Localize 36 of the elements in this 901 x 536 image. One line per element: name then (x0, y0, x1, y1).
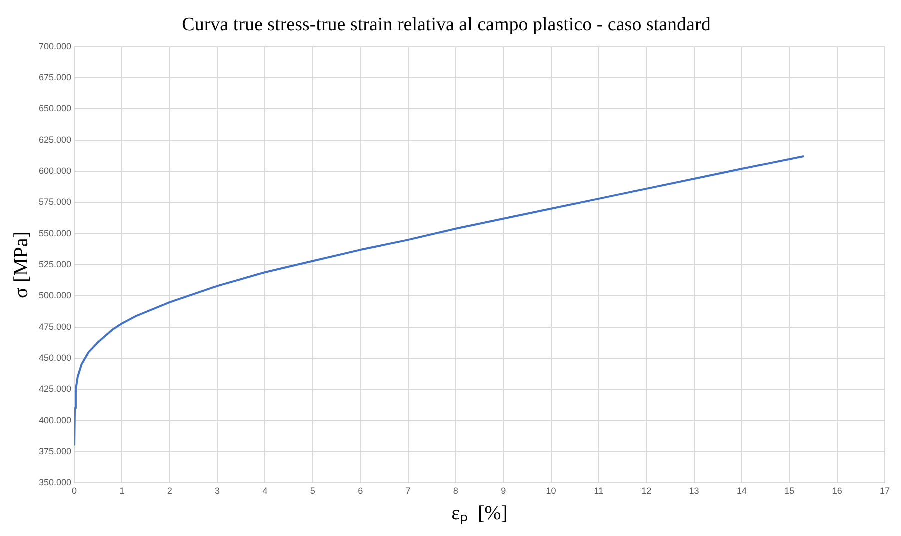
x-tick-label: 5 (310, 486, 316, 496)
y-tick-label: 600.000 (38, 166, 72, 176)
x-tick-label: 16 (832, 486, 842, 496)
x-tick-label: 1 (120, 486, 125, 496)
x-tick-label: 14 (736, 486, 747, 496)
y-tick-label: 675.000 (38, 72, 72, 82)
y-tick-label: 575.000 (38, 197, 72, 208)
x-axis-title: εₚ [%] (452, 502, 508, 524)
y-tick-label: 625.000 (38, 134, 72, 145)
y-tick-label: 500.000 (38, 290, 72, 301)
x-tick-label: 2 (167, 486, 172, 496)
x-tick-label: 13 (689, 486, 700, 496)
x-tick-label: 3 (215, 486, 220, 496)
x-tick-label: 6 (358, 486, 364, 496)
chart-title: Curva true stress-true strain relativa al campo plastico - caso standard (182, 14, 712, 36)
y-axis-title: σ [MPa] (10, 232, 32, 298)
x-tick-label: 9 (501, 486, 506, 496)
x-tick-label: 17 (880, 486, 890, 496)
y-tick-label: 550.000 (38, 228, 72, 238)
y-tick-label: 700.000 (38, 41, 72, 52)
y-tick-label: 450.000 (38, 353, 72, 363)
x-tick-label: 15 (784, 486, 795, 496)
x-tick-label: 7 (406, 486, 411, 496)
y-tick-label: 425.000 (38, 384, 72, 394)
y-tick-label: 475.000 (38, 322, 72, 332)
y-tick-label: 400.000 (38, 415, 72, 426)
y-tick-label: 375.000 (38, 446, 72, 457)
x-tick-label: 10 (546, 486, 556, 496)
y-tick-label: 525.000 (38, 259, 72, 270)
x-tick-label: 8 (453, 486, 458, 496)
x-tick-label: 0 (72, 486, 78, 496)
x-tick-label: 11 (594, 486, 604, 496)
y-tick-label: 350.000 (38, 478, 72, 488)
x-tick-label: 4 (262, 486, 268, 496)
y-tick-label: 650.000 (38, 104, 72, 114)
x-tick-label: 12 (642, 486, 652, 496)
